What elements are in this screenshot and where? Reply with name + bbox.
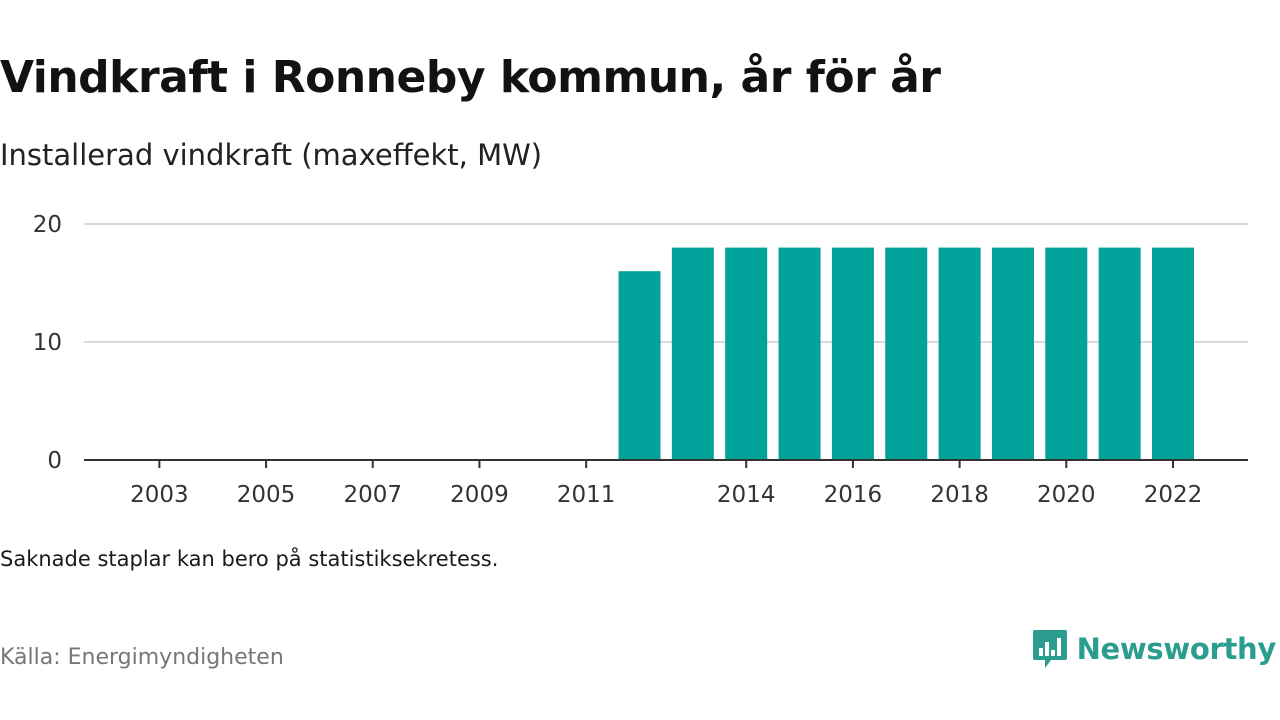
y-tick-label: 0 [47,448,62,474]
x-tick-label: 2005 [237,482,296,508]
bar [991,247,1034,460]
x-tick-label: 2007 [343,482,402,508]
bar [831,247,874,460]
x-tick-label: 2020 [1037,482,1096,508]
bar [725,247,768,460]
x-tick-label: 2018 [930,482,989,508]
y-tick-label: 20 [33,212,62,238]
source-text: Källa: Energimyndigheten [0,645,284,670]
bar [1045,247,1088,460]
bar [1152,247,1194,460]
bar [671,247,714,460]
bar [778,247,821,460]
bar-chart: 0 10 20 2003 2005 2007 2009 2011 2014 2016 2018 202… [33,212,1248,508]
x-tick-label: 2016 [824,482,883,508]
bar [938,247,981,460]
x-tick-label: 2022 [1144,482,1203,508]
footnote: Saknade staplar kan bero på statistiksek… [0,547,499,571]
x-tick-label: 2014 [717,482,776,508]
x-tick-label: 2009 [450,482,509,508]
x-tick-label: 2011 [557,482,616,508]
bar [1098,247,1141,460]
bar [618,271,661,460]
newsworthy-logo-icon [1032,630,1067,668]
bar [885,247,928,460]
y-tick-label: 10 [33,330,62,356]
newsworthy-logo: Newsworthy [1031,628,1276,670]
brand-name: Newsworthy [1076,632,1277,666]
chart-subtitle: Installerad vindkraft (maxeffekt, MW) [0,138,543,172]
x-tick-label: 2003 [130,482,189,508]
chart-title: Vindkraft i Ronneby kommun, år för år [0,52,941,103]
